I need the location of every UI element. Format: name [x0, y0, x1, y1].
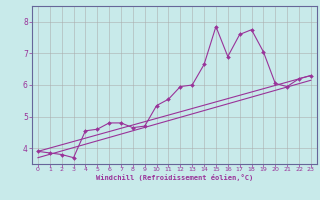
- X-axis label: Windchill (Refroidissement éolien,°C): Windchill (Refroidissement éolien,°C): [96, 174, 253, 181]
